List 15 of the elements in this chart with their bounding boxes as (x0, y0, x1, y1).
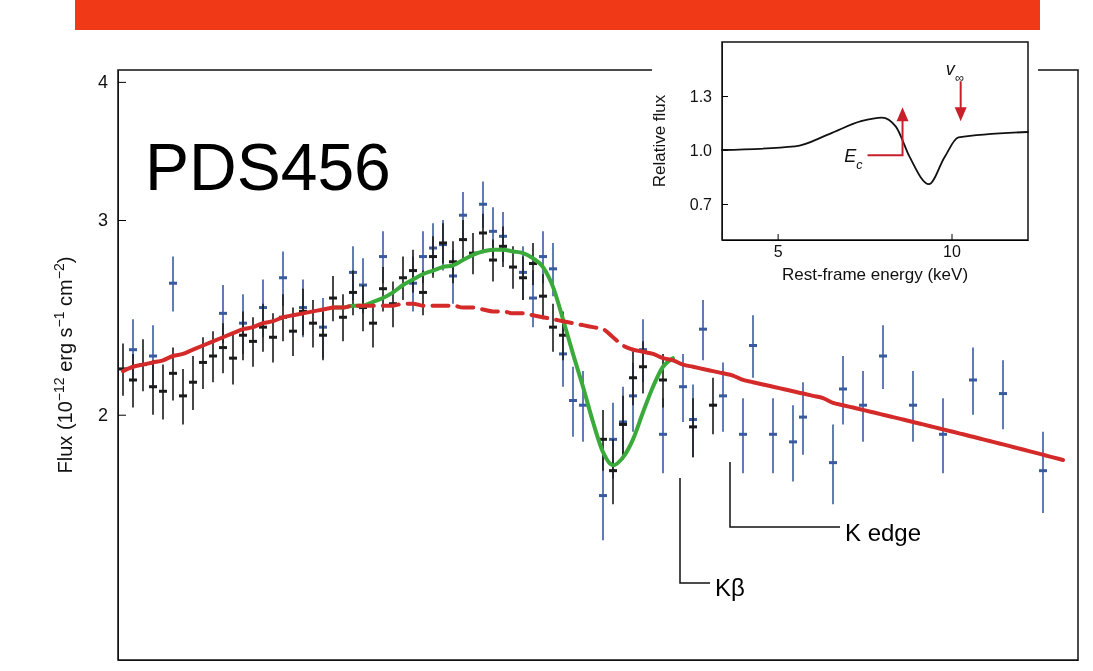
annotation: PDS456 (145, 130, 391, 204)
annotation: E$_{c}$ (844, 146, 864, 173)
y-tick-label: 4 (97, 72, 108, 93)
y-axis-title: Relative flux (650, 94, 669, 188)
annotation: K edge (845, 519, 922, 547)
y-tick-label: 1.3 (689, 87, 713, 105)
annotation: v$_{∞}$ (945, 59, 964, 86)
x-tick-label: 10 (943, 243, 961, 261)
x-tick-label: 5 (773, 243, 783, 261)
x-axis-title: Rest-frame energy (keV) (781, 265, 969, 284)
annotation: Kβ (715, 574, 745, 602)
y-tick-label: 2 (97, 404, 108, 425)
y-tick-label: 0.7 (689, 195, 713, 213)
y-tick-label: 1.0 (689, 141, 713, 159)
y-tick-label: 3 (97, 210, 108, 231)
